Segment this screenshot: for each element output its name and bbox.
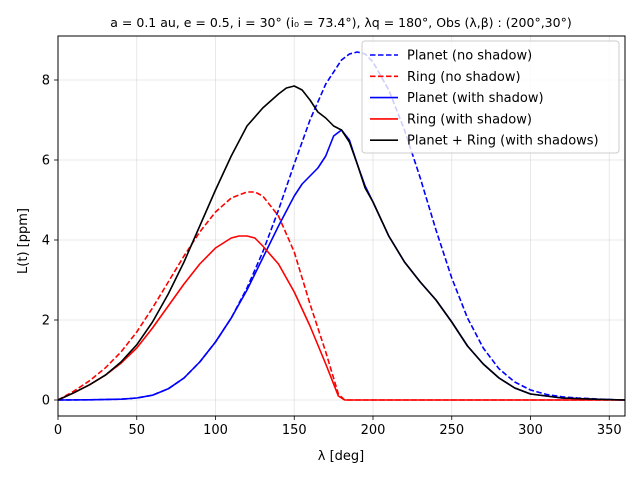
series-line-planet-ring-with-shadows [57, 85, 626, 401]
x-tick-label: 0 [54, 423, 62, 438]
y-axis-label: L(t) [ppm] [16, 208, 31, 274]
legend-entry-label: Planet + Ring (with shadows) [407, 134, 599, 149]
x-tick-label: 300 [518, 423, 543, 438]
legend: Planet (no shadow) Ring (no shadow) Planet… [361, 40, 620, 154]
x-axis-label: λ [deg] [318, 449, 364, 464]
legend-entry-label: Planet (with shadow) [407, 91, 544, 106]
chart-title: a = 0.1 au, e = 0.5, i = 30° (i₀ = 73.4°… [110, 15, 571, 30]
legend-entry-label: Ring (no shadow) [407, 70, 521, 85]
x-tick-label: 200 [361, 423, 386, 438]
y-axis-ticks: 0 2 4 6 8 [42, 74, 58, 409]
x-axis-ticks: 0 50 100 150 200 250 300 350 [54, 416, 622, 438]
y-tick-label: 2 [42, 314, 50, 329]
y-tick-label: 4 [42, 234, 50, 249]
x-tick-label: 50 [128, 423, 145, 438]
y-tick-label: 8 [42, 74, 50, 89]
y-tick-label: 0 [42, 394, 50, 409]
legend-entry-label: Ring (with shadow) [407, 112, 532, 127]
x-tick-label: 100 [203, 423, 228, 438]
y-tick-label: 6 [42, 154, 50, 169]
series-line-ring-with-shadow [57, 235, 625, 401]
x-tick-label: 250 [439, 423, 464, 438]
x-tick-label: 150 [282, 423, 307, 438]
series-layer [57, 51, 626, 401]
x-tick-label: 350 [597, 423, 622, 438]
plot-frame [57, 35, 626, 417]
legend-entry-label: Planet (no shadow) [407, 49, 532, 64]
legend-box [361, 40, 620, 154]
